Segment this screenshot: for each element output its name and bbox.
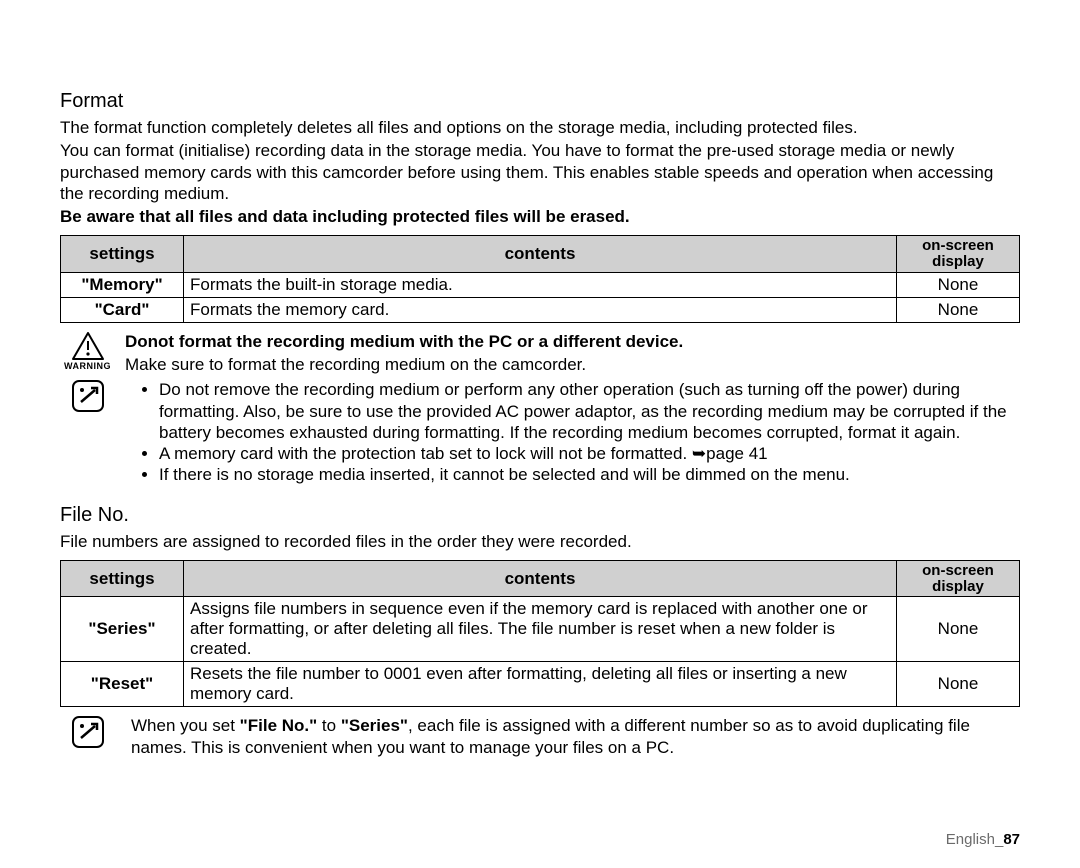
fileno-note-text: When you set "File No." to "Series", eac… <box>131 715 1020 758</box>
footer-lang: English <box>946 831 995 848</box>
note-b2: "Series" <box>341 716 408 735</box>
fileno-heading: File No. <box>60 504 1020 527</box>
col-settings: settings <box>61 236 184 273</box>
warning-icon: WARNING <box>60 331 115 371</box>
display-cell: None <box>897 662 1020 707</box>
col-display: on-screen display <box>897 236 1020 273</box>
note-icon <box>60 379 115 413</box>
warning-line1: Donot format the recording medium with t… <box>125 331 683 352</box>
display-cell: None <box>897 272 1020 297</box>
format-heading: Format <box>60 90 1020 113</box>
list-item: A memory card with the protection tab se… <box>159 443 1020 464</box>
setting-cell: "Series" <box>61 597 184 662</box>
note-b1: "File No." <box>240 716 318 735</box>
footer-page: 87 <box>1003 831 1020 848</box>
table-row: "Memory" Formats the built-in storage me… <box>61 272 1020 297</box>
col-contents: contents <box>184 560 897 597</box>
warning-text: Donot format the recording medium with t… <box>125 331 683 378</box>
list-item: Do not remove the recording medium or pe… <box>159 379 1020 443</box>
list-item: If there is no storage media inserted, i… <box>159 464 1020 485</box>
note-mid: to <box>317 716 341 735</box>
manual-page: Format The format function completely de… <box>0 0 1080 868</box>
fileno-table: settings contents on-screen display "Ser… <box>60 560 1020 708</box>
col-display: on-screen display <box>897 560 1020 597</box>
table-row: "Series" Assigns file numbers in sequenc… <box>61 597 1020 662</box>
format-p3: Be aware that all files and data includi… <box>60 206 1020 227</box>
setting-cell: "Memory" <box>61 272 184 297</box>
table-row: "Reset" Resets the file number to 0001 e… <box>61 662 1020 707</box>
contents-cell: Resets the file number to 0001 even afte… <box>184 662 897 707</box>
contents-cell: Formats the built-in storage media. <box>184 272 897 297</box>
setting-cell: "Card" <box>61 297 184 322</box>
fileno-note-block: When you set "File No." to "Series", eac… <box>60 715 1020 758</box>
warning-label: WARNING <box>64 361 111 371</box>
warning-block: WARNING Donot format the recording mediu… <box>60 331 1020 378</box>
format-notes-list: Do not remove the recording medium or pe… <box>131 379 1020 485</box>
warning-line2: Make sure to format the recording medium… <box>125 354 683 375</box>
page-footer: English_87 <box>946 831 1020 848</box>
display-cell: None <box>897 597 1020 662</box>
col-contents: contents <box>184 236 897 273</box>
col-settings: settings <box>61 560 184 597</box>
setting-cell: "Reset" <box>61 662 184 707</box>
format-p1: The format function completely deletes a… <box>60 117 1020 138</box>
table-row: "Card" Formats the memory card. None <box>61 297 1020 322</box>
format-table: settings contents on-screen display "Mem… <box>60 235 1020 323</box>
note-icon <box>60 715 115 749</box>
note-pre: When you set <box>131 716 240 735</box>
format-p2: You can format (initialise) recording da… <box>60 140 1020 204</box>
format-note-block: Do not remove the recording medium or pe… <box>60 379 1020 485</box>
contents-cell: Assigns file numbers in sequence even if… <box>184 597 897 662</box>
contents-cell: Formats the memory card. <box>184 297 897 322</box>
fileno-p1: File numbers are assigned to recorded fi… <box>60 531 1020 552</box>
display-cell: None <box>897 297 1020 322</box>
